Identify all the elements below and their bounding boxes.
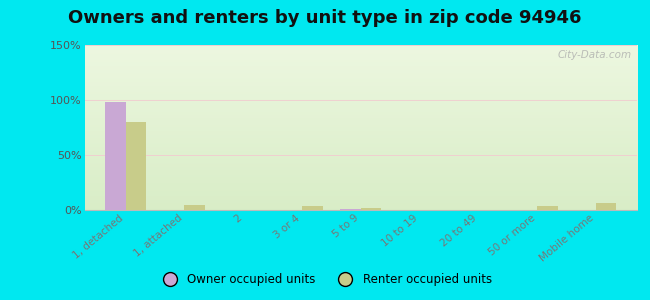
Bar	[185, 205, 205, 210]
Bar	[537, 206, 558, 210]
Legend: Owner occupied units, Renter occupied units: Owner occupied units, Renter occupied un…	[153, 269, 497, 291]
Text: City-Data.com: City-Data.com	[557, 50, 632, 60]
Bar	[302, 206, 322, 210]
Bar	[125, 122, 146, 210]
Text: Owners and renters by unit type in zip code 94946: Owners and renters by unit type in zip c…	[68, 9, 582, 27]
Bar	[340, 209, 361, 210]
Bar	[105, 102, 125, 210]
Bar	[596, 203, 616, 210]
Bar	[361, 208, 382, 210]
